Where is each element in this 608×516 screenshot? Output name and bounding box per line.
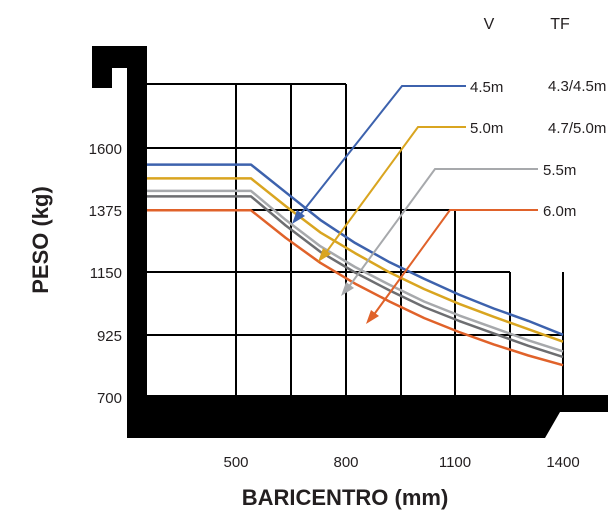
legend-label-5-5m: 5.5m [543, 162, 576, 179]
callout-arrow-5-5m [341, 282, 354, 296]
legend-tf-4-5m: 4.3/4.5m [548, 78, 606, 95]
callout-arrow-5-0m [318, 248, 331, 262]
y-axis-title: PESO (kg) [28, 186, 53, 294]
legend-label-4-5m: 4.5m [470, 79, 503, 96]
series-line-5-5m [147, 189, 564, 353]
callout-6-0m [369, 209, 538, 321]
callout-arrow-6-0m [366, 310, 379, 324]
callout-4-5m [295, 85, 466, 221]
series-line-4-5m [147, 163, 564, 336]
y-tick-1375: 1375 [89, 203, 122, 220]
x-tick-1400: 1400 [546, 454, 579, 471]
callout-5-5m [344, 168, 538, 293]
axis-frame [92, 46, 608, 438]
x-tick-800: 800 [333, 454, 358, 471]
callout-5-0m [321, 126, 466, 259]
callout-arrow-4-5m [292, 210, 305, 224]
legend-label-5-0m: 5.0m [470, 120, 503, 137]
series-layer [147, 163, 564, 367]
legend-tf-5-0m: 4.7/5.0m [548, 120, 606, 137]
y-tick-1600: 1600 [89, 141, 122, 158]
y-tick-1150: 1150 [90, 265, 122, 282]
series-line-5-0m [147, 177, 564, 343]
y-tick-925: 925 [97, 328, 122, 345]
legend-label-6-0m: 6.0m [543, 203, 576, 220]
y-tick-700: 700 [97, 390, 122, 407]
series-line-unlabeled-3 [147, 195, 564, 359]
x-tick-500: 500 [223, 454, 248, 471]
callouts [292, 85, 538, 324]
x-tick-1100: 1100 [439, 454, 471, 471]
series-line-6-0m [147, 209, 564, 367]
x-axis-title: BARICENTRO (mm) [242, 485, 449, 510]
legend-header-tf: TF [550, 16, 570, 33]
legend-header-v: V [484, 16, 495, 33]
